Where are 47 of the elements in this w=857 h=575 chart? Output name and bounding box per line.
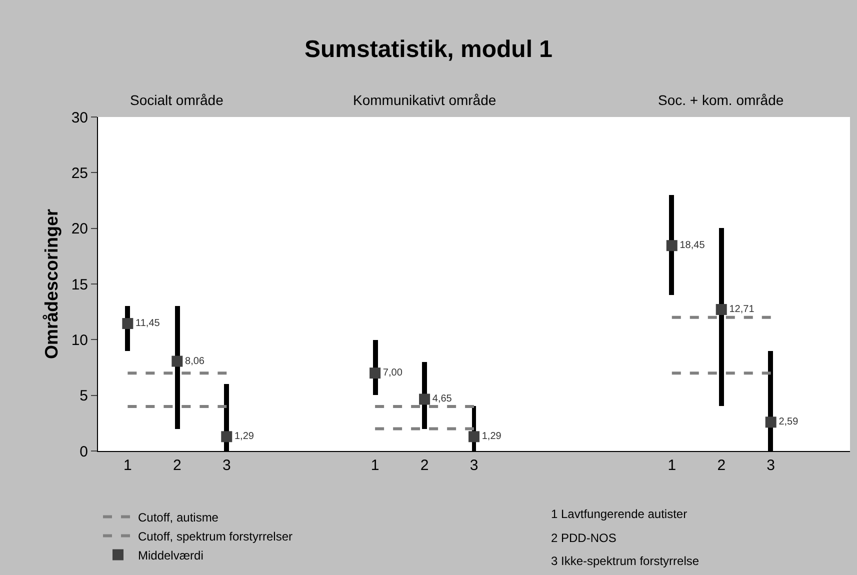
bar — [175, 306, 180, 429]
data-label: 18,45 — [680, 240, 706, 252]
text: 3 Ikke-spektrum forstyrrelse — [551, 554, 700, 568]
y-tick-label: 30 — [71, 109, 88, 126]
y-tick-label: 0 — [80, 443, 88, 460]
text: Socialt område — [130, 92, 224, 108]
data-label: 11,45 — [136, 318, 160, 330]
y-tick-label: 5 — [80, 388, 88, 405]
point — [370, 368, 381, 379]
data-label: 7,00 — [382, 368, 403, 379]
bar — [719, 228, 724, 406]
y-axis-title: Områdescoringer — [42, 208, 62, 360]
text: Kommunikativt område — [353, 92, 496, 108]
x-tick-label: 1 — [370, 457, 380, 474]
text: 1 Lavtfungerende autister — [551, 507, 688, 521]
y-tick-label: 25 — [71, 164, 88, 182]
y-tick-label: 15 — [71, 276, 88, 294]
point — [666, 240, 678, 252]
x-tick-label: 1 — [668, 457, 676, 474]
chart-title: Sumstatistik, modul 1 — [304, 36, 553, 64]
data-label: 2,59 — [778, 416, 799, 428]
text: 2 PDD-NOS — [551, 531, 616, 545]
x-tick-label: 2 — [717, 457, 726, 474]
point — [221, 431, 232, 442]
data-label: 8,06 — [185, 356, 205, 367]
legend-label: Cutoff, spektrum forstyrrelser — [138, 529, 292, 544]
point — [172, 356, 183, 367]
point — [765, 416, 776, 428]
x-tick-label: 2 — [172, 457, 182, 474]
point — [468, 431, 480, 442]
data-label: 1,29 — [234, 431, 254, 442]
point — [419, 394, 430, 405]
point — [716, 304, 727, 315]
x-tick-label: 3 — [222, 457, 231, 474]
x-tick-label: 3 — [766, 457, 776, 474]
y-tick-label: 20 — [71, 220, 88, 238]
x-tick-label: 1 — [124, 457, 132, 474]
x-tick-label: 3 — [470, 457, 478, 474]
point — [122, 318, 134, 330]
data-label: 12,71 — [729, 304, 755, 315]
y-tick-label: 10 — [71, 332, 88, 349]
x-tick-label: 2 — [420, 457, 429, 474]
data-label: 1,29 — [482, 431, 502, 442]
legend-label: Cutoff, autisme — [138, 510, 219, 524]
data-label: 4,65 — [432, 394, 452, 405]
text: Soc. + kom. område — [658, 92, 784, 108]
legend-label: Middelværdi — [138, 548, 204, 562]
